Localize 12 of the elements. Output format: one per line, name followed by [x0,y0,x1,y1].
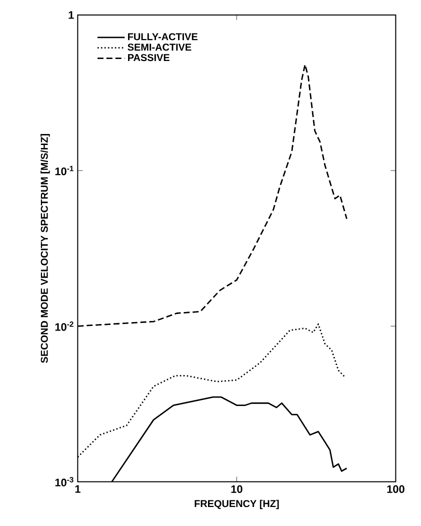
y-tick-label: 10$^{-2}$ [55,321,74,331]
legend-label: SEMI-ACTIVE [128,44,192,51]
y-axis-title: SECOND MODE VELOCITY SPECTRUM [M/S/HZ] [40,134,50,363]
legend-label: FULLY-ACTIVE [128,33,198,40]
x-tick-label: 10 [231,485,242,493]
x-axis-title: FREQUENCY [HZ] [194,500,279,510]
y-tick-label: 1 [68,11,74,19]
y-tick-label: 10$^{-1}$ [55,166,74,176]
x-tick-label: 100 [387,485,404,493]
y-tick-label: 10$^{-3}$ [55,476,74,486]
x-tick-label: 1 [75,485,80,493]
legend-label: PASSIVE [128,54,170,62]
